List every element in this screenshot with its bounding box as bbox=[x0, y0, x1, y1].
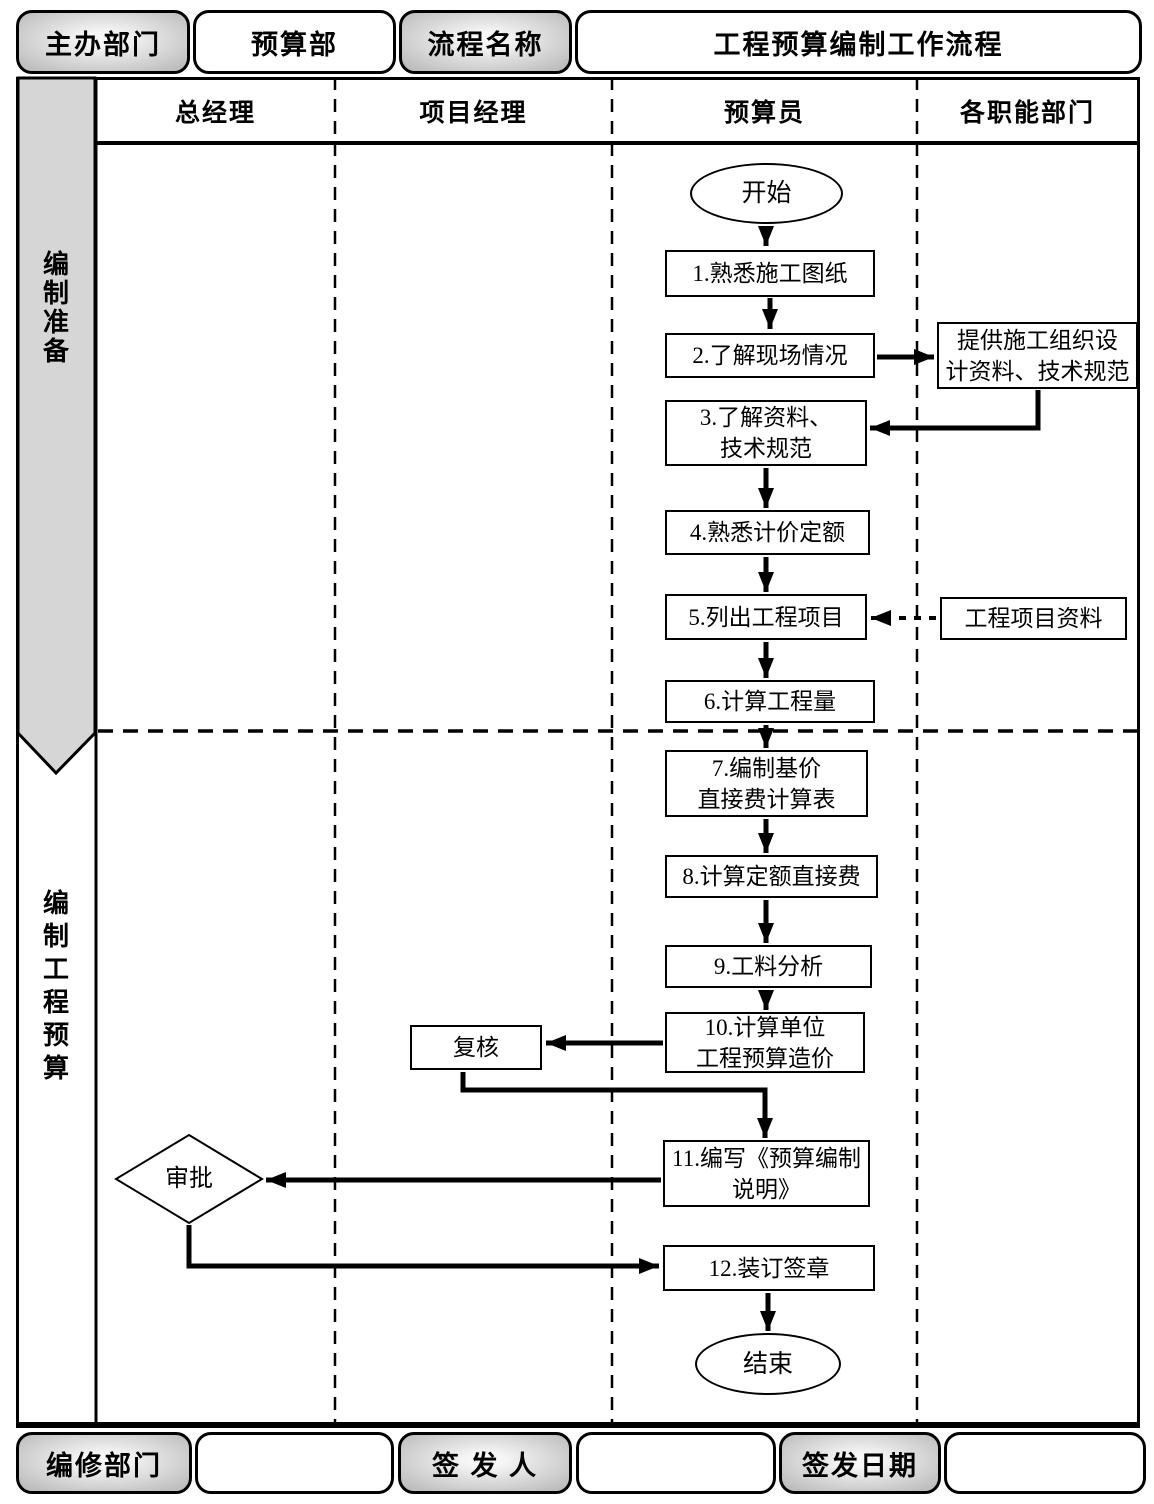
step-10-box: 10.计算单位 工程预算造价 bbox=[665, 1012, 865, 1073]
step-3-box: 3.了解资料、 技术规范 bbox=[665, 400, 867, 466]
lane-header-general-manager: 总经理 bbox=[174, 98, 256, 127]
lane-header-functional-depts: 各职能部门 bbox=[959, 98, 1095, 127]
stage-label-budgeting: 编制工程预算 bbox=[42, 888, 69, 1083]
tab-revision-department-value bbox=[195, 1432, 394, 1494]
lane-header-project-manager: 项目经理 bbox=[419, 98, 528, 127]
step-9-box: 9.工料分析 bbox=[665, 945, 872, 988]
step-7-box: 7.编制基价 直接费计算表 bbox=[665, 750, 868, 817]
stage-banner-shape bbox=[16, 76, 97, 776]
step-6-box: 6.计算工程量 bbox=[665, 680, 875, 723]
tab-host-department-label: 主办部门 bbox=[16, 10, 190, 74]
approve-diamond-shape bbox=[114, 1133, 264, 1225]
step-1-box: 1.熟悉施工图纸 bbox=[665, 250, 875, 297]
start-terminator: 开始 bbox=[690, 163, 843, 224]
tab-issuer-label: 签 发 人 bbox=[398, 1432, 572, 1494]
step-2-box: 2.了解现场情况 bbox=[665, 333, 875, 378]
tab-issue-date-value bbox=[944, 1432, 1146, 1494]
project-info-box: 工程项目资料 bbox=[940, 597, 1127, 640]
approve-diamond-label: 审批 bbox=[165, 1165, 213, 1192]
tab-process-name-value: 工程预算编制工作流程 bbox=[575, 10, 1142, 74]
tab-issue-date-label: 签发日期 bbox=[779, 1432, 941, 1494]
review-box: 复核 bbox=[410, 1025, 542, 1070]
step-5-box: 5.列出工程项目 bbox=[665, 594, 867, 640]
tab-host-department-value: 预算部 bbox=[193, 10, 396, 74]
tab-revision-department-label: 编修部门 bbox=[16, 1432, 192, 1494]
lane-header-budget-officer: 预算员 bbox=[723, 98, 805, 127]
step-4-box: 4.熟悉计价定额 bbox=[665, 510, 870, 555]
end-terminator: 结束 bbox=[695, 1333, 841, 1395]
tab-issuer-value bbox=[576, 1432, 776, 1494]
step-8-box: 8.计算定额直接费 bbox=[665, 855, 878, 898]
stage-label-preparation: 编制准备 bbox=[42, 249, 69, 366]
tab-process-name-label: 流程名称 bbox=[399, 10, 572, 74]
step-12-box: 12.装订签章 bbox=[663, 1245, 875, 1291]
step-11-box: 11.编写《预算编制 说明》 bbox=[663, 1140, 870, 1207]
swimlane-table-frame bbox=[16, 77, 1140, 1428]
provide-docs-box: 提供施工组织设 计资料、技术规范 bbox=[937, 322, 1138, 389]
